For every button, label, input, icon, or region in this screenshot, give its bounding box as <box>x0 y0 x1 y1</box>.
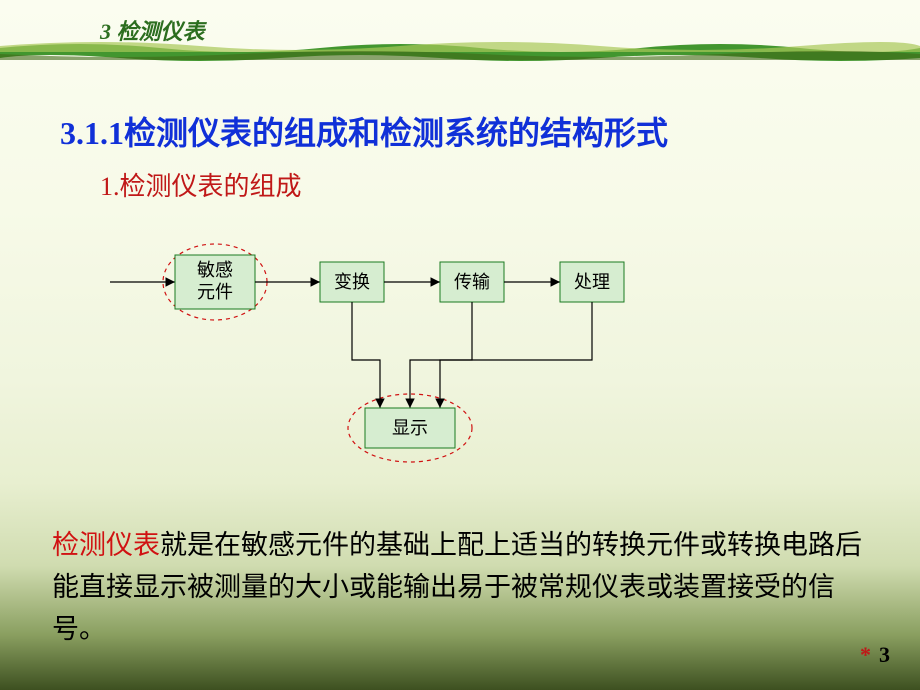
node-process: 处理 <box>560 262 624 302</box>
page-number: *3 <box>860 642 890 668</box>
body-highlight: 检测仪表 <box>52 530 160 560</box>
svg-text:元件: 元件 <box>197 282 233 302</box>
node-convert: 变换 <box>320 262 384 302</box>
svg-text:显示: 显示 <box>392 418 428 438</box>
svg-text:变换: 变换 <box>334 272 370 292</box>
edge-convert-display <box>352 302 380 408</box>
main-title: 3.1.1检测仪表的组成和检测系统的结构形式 <box>60 108 668 154</box>
svg-text:处理: 处理 <box>574 272 610 292</box>
body-rest: 就是在敏感元件的基础上配上适当的转换元件或转换电路后能直接显示被测量的大小或能输… <box>52 530 862 644</box>
edge-process-display <box>440 302 592 408</box>
flowchart-diagram: 敏感 元件 变换 传输 处理 显示 <box>100 230 750 480</box>
node-transmit: 传输 <box>440 262 504 302</box>
body-paragraph: 检测仪表就是在敏感元件的基础上配上适当的转换元件或转换电路后能直接显示被测量的大… <box>52 525 872 651</box>
page-digit: 3 <box>879 642 890 667</box>
svg-text:传输: 传输 <box>454 272 490 292</box>
page-star: * <box>860 642 871 667</box>
node-sensor: 敏感 元件 <box>175 255 255 309</box>
svg-text:敏感: 敏感 <box>197 260 233 280</box>
sub-title: 1.检测仪表的组成 <box>100 166 302 203</box>
edge-transmit-display <box>410 302 472 408</box>
chapter-label: 3 检测仪表 <box>100 14 205 46</box>
header-band: 3 检测仪表 <box>0 0 920 60</box>
node-display: 显示 <box>365 408 455 448</box>
